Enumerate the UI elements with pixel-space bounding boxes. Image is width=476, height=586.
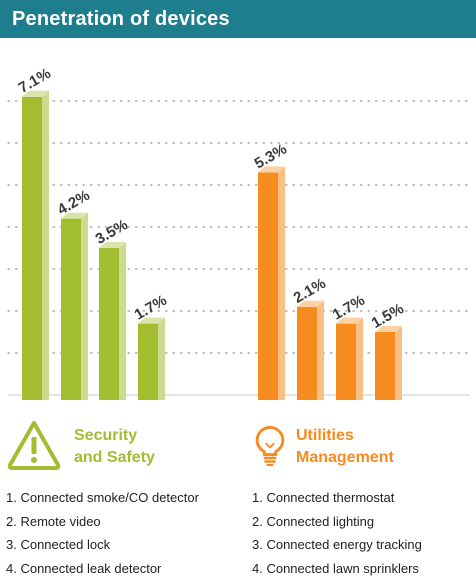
bar-side	[278, 166, 285, 400]
bar-side	[317, 300, 324, 400]
bar-top	[336, 317, 363, 324]
utilities-label-line2: Management	[296, 449, 394, 466]
utilities-device-list: 1. Connected thermostat 2. Connected lig…	[252, 486, 422, 580]
warning-icon	[7, 421, 61, 470]
bar	[258, 172, 278, 400]
bar-side	[119, 242, 126, 400]
bar-top	[22, 90, 49, 97]
security-device-list: 1. Connected smoke/CO detector 2. Remote…	[6, 486, 199, 580]
bar-top	[99, 242, 126, 248]
security-label: Security and Safety	[74, 425, 184, 469]
list-item: 4. Connected lawn sprinklers	[252, 560, 419, 576]
bar	[99, 248, 119, 400]
bar	[22, 96, 42, 401]
bar	[61, 218, 81, 400]
bar	[297, 306, 317, 400]
list-item: 3. Connected lock	[6, 537, 111, 552]
list-item: 1. Connected smoke/CO detector	[6, 490, 199, 505]
bar	[375, 332, 395, 400]
utilities-legend: Utilities Management	[250, 418, 436, 474]
list-item: 2. Connected lighting	[252, 513, 375, 529]
title-bar: Penetration of devices	[0, 0, 476, 38]
bar-side	[395, 326, 402, 400]
bar-top	[61, 212, 88, 219]
bar-top	[258, 166, 285, 173]
bar-top	[375, 326, 402, 332]
bar	[138, 323, 158, 400]
bar	[336, 323, 356, 400]
utilities-label-line1: Utilities	[296, 427, 354, 444]
bar-side	[42, 90, 49, 401]
lightbulb-icon	[255, 426, 285, 466]
list-item: 1. Connected thermostat	[252, 490, 395, 505]
security-label-line2: and Safety	[74, 449, 155, 466]
chart-title: Penetration of devices	[12, 7, 230, 30]
security-label-line1: Security	[74, 427, 138, 444]
list-item: 2. Remote video	[6, 513, 101, 529]
bar-side	[158, 317, 165, 400]
bar-chart: 7.1%4.2%3.5%1.7%5.3%2.1%1.7% 1.5%	[7, 65, 471, 401]
bar-top	[138, 317, 165, 324]
bar-side	[356, 317, 363, 400]
bar-top	[297, 300, 324, 307]
list-item: 3. Connected energy tracking	[252, 537, 422, 552]
bar-side	[81, 212, 88, 400]
list-item: 4. Connected leak detector	[6, 560, 162, 576]
security-legend: Security and Safety	[6, 418, 184, 474]
utilities-label: Utilities Management	[296, 425, 436, 469]
